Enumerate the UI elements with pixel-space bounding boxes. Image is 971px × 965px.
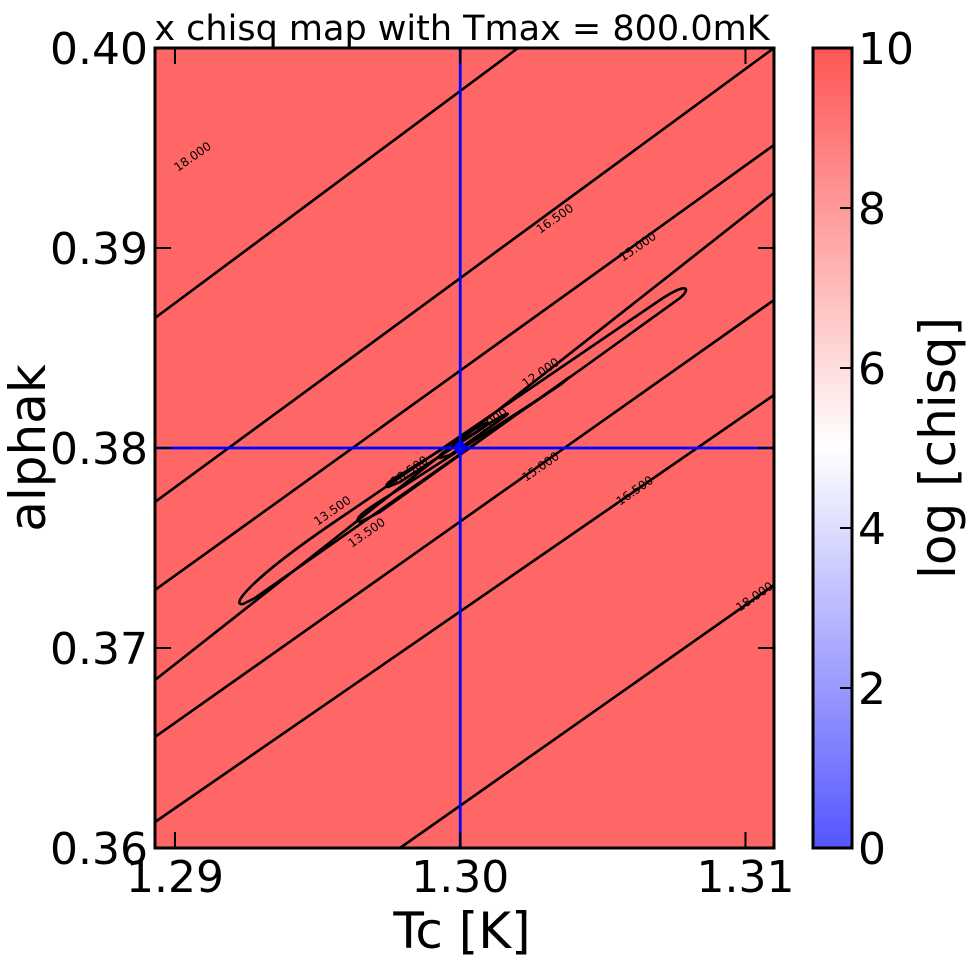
x-axis-label: Tc [K] bbox=[392, 902, 530, 960]
colorbar-tick-label: 10 bbox=[858, 24, 914, 75]
y-tick-label: 0.39 bbox=[50, 224, 148, 275]
contour-13p5-ellipse bbox=[238, 287, 688, 606]
x-axis-ticks: 1.29 1.30 1.31 bbox=[126, 48, 794, 903]
colorbar-tick-label: 4 bbox=[858, 504, 886, 555]
contour-18-upper bbox=[155, 48, 519, 320]
y-tick-label: 0.38 bbox=[50, 424, 148, 475]
colorbar-label: log [chisq] bbox=[909, 317, 967, 579]
y-tick-label: 0.37 bbox=[50, 624, 148, 675]
minimum-crosshair bbox=[155, 48, 774, 848]
colorbar-tick-label: 6 bbox=[858, 344, 886, 395]
colorbar-tick-label: 8 bbox=[858, 184, 886, 235]
colorbar-ticks: 0 2 4 6 8 10 bbox=[840, 24, 914, 875]
y-tick-label: 0.36 bbox=[50, 824, 148, 875]
contour-lines bbox=[155, 48, 774, 848]
x-tick-label: 1.29 bbox=[126, 852, 224, 903]
colorbar-tick-label: 0 bbox=[858, 824, 886, 875]
colorbar bbox=[811, 46, 854, 850]
chart-title: x chisq map with Tmax = 800.0mK bbox=[154, 9, 770, 49]
contour-16p5-upper bbox=[155, 48, 774, 504]
contour-18-lower bbox=[399, 583, 774, 848]
contour-9-ellipse bbox=[437, 412, 509, 460]
contour-12-ellipse bbox=[356, 376, 571, 524]
contour-lower-a bbox=[155, 298, 774, 739]
y-tick-label: 0.40 bbox=[50, 24, 148, 75]
minimum-point-marker bbox=[454, 442, 467, 454]
contour-15-upper bbox=[155, 143, 774, 592]
x-tick-label: 1.30 bbox=[411, 852, 509, 903]
y-axis-label: alphak bbox=[0, 364, 57, 532]
y-axis-ticks: 0.36 0.37 0.38 0.39 0.40 bbox=[50, 24, 774, 875]
colorbar-tick-label: 2 bbox=[858, 664, 886, 715]
contour-lower-b bbox=[155, 393, 774, 824]
x-tick-label: 1.31 bbox=[696, 852, 794, 903]
